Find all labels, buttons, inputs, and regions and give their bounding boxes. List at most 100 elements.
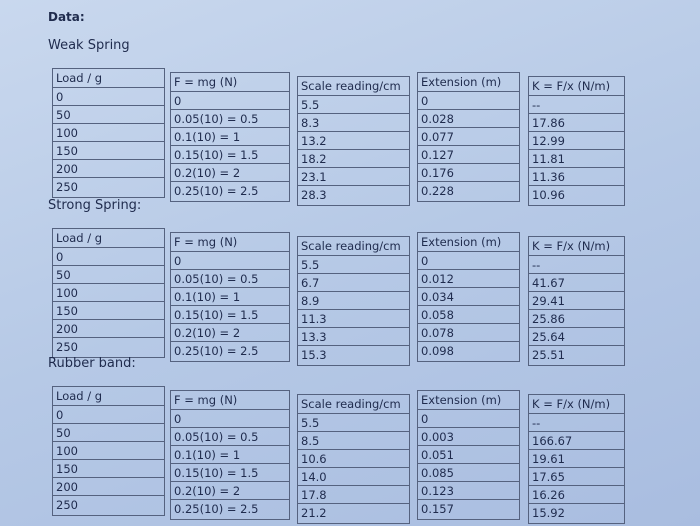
table-cell: 12.99 <box>528 132 625 150</box>
table-cell: 0.25(10) = 2.5 <box>174 502 259 516</box>
table-cell: 0 <box>52 88 165 106</box>
table-cell: 15.92 <box>532 506 565 520</box>
table-cell: 166.67 <box>528 432 625 450</box>
table-cell: 0.1(10) = 1 <box>170 288 290 306</box>
table-cell: 150 <box>52 142 165 160</box>
table-column <box>528 76 625 206</box>
column-header: F = mg (N) <box>170 72 290 92</box>
table-cell: 250 <box>56 180 78 194</box>
table-cell: 11.36 <box>528 168 625 186</box>
table-cell: 0 <box>417 410 520 428</box>
table-cell: 13.2 <box>297 132 410 150</box>
table-cell: 50 <box>52 266 165 284</box>
column-header: K = F/x (N/m) <box>528 236 625 256</box>
table-cell: 0.051 <box>417 446 520 464</box>
table-cell: 0.058 <box>417 306 520 324</box>
table-cell: 17.65 <box>528 468 625 486</box>
table-cell: 14.0 <box>297 468 410 486</box>
table-cell: 0 <box>417 92 520 110</box>
table-column <box>417 390 520 520</box>
table-cell: 0.05(10) = 0.5 <box>170 110 290 128</box>
heading: Data: <box>48 10 85 24</box>
table-column <box>170 232 290 362</box>
table-column <box>417 72 520 202</box>
table-cell: 16.26 <box>528 486 625 504</box>
table-cell: 6.7 <box>297 274 410 292</box>
table-cell: 5.5 <box>297 96 410 114</box>
table-cell: 200 <box>52 160 165 178</box>
table-cell: 0.078 <box>417 324 520 342</box>
table-cell: 17.86 <box>528 114 625 132</box>
table-cell: 5.5 <box>297 256 410 274</box>
column-header: Load / g <box>52 228 165 248</box>
table-column <box>417 232 520 362</box>
table-column <box>52 68 165 198</box>
table-column <box>52 228 165 358</box>
table-cell: 0.15(10) = 1.5 <box>170 464 290 482</box>
table-cell: 25.51 <box>532 348 565 362</box>
table-cell: 25.86 <box>528 310 625 328</box>
table-cell: -- <box>528 256 625 274</box>
column-header: Extension (m) <box>417 390 520 410</box>
column-header: Scale reading/cm <box>297 236 410 256</box>
table-cell: 0.228 <box>421 184 454 198</box>
table-cell: 8.9 <box>297 292 410 310</box>
table-cell: 5.5 <box>297 414 410 432</box>
table-cell: 8.3 <box>297 114 410 132</box>
table-cell: 0.15(10) = 1.5 <box>170 306 290 324</box>
table-cell: 0.098 <box>421 344 454 358</box>
table-cell: 0.012 <box>417 270 520 288</box>
table-cell: 100 <box>52 442 165 460</box>
table-cell: 150 <box>52 460 165 478</box>
table-cell: 28.3 <box>301 188 327 202</box>
table-cell: 18.2 <box>297 150 410 168</box>
table-cell: 0.1(10) = 1 <box>170 128 290 146</box>
table-cell: 50 <box>52 106 165 124</box>
table-column <box>297 76 410 206</box>
table-cell: 0.077 <box>417 128 520 146</box>
table-cell: 17.8 <box>297 486 410 504</box>
section-title: Weak Spring <box>48 38 130 53</box>
section-title: Strong Spring: <box>48 198 142 213</box>
column-header: Load / g <box>52 68 165 88</box>
table-cell: 0.028 <box>417 110 520 128</box>
table-cell: 50 <box>52 424 165 442</box>
table-cell: 29.41 <box>528 292 625 310</box>
table-column <box>297 394 410 524</box>
table-column <box>52 386 165 516</box>
table-cell: 0 <box>417 252 520 270</box>
table-cell: 0.003 <box>417 428 520 446</box>
table-cell: 0.127 <box>417 146 520 164</box>
column-header: Load / g <box>52 386 165 406</box>
section-title: Rubber band: <box>48 356 136 371</box>
table-cell: 0.25(10) = 2.5 <box>174 184 259 198</box>
table-cell: 25.64 <box>528 328 625 346</box>
column-header: F = mg (N) <box>170 232 290 252</box>
table-cell: 8.5 <box>297 432 410 450</box>
table-cell: 21.2 <box>301 506 327 520</box>
table-cell: -- <box>528 414 625 432</box>
table-cell: 150 <box>52 302 165 320</box>
table-cell: 0.2(10) = 2 <box>170 482 290 500</box>
table-column <box>528 236 625 366</box>
table-cell: 0.05(10) = 0.5 <box>170 428 290 446</box>
column-header: K = F/x (N/m) <box>528 76 625 96</box>
table-cell: 23.1 <box>297 168 410 186</box>
column-header: Scale reading/cm <box>297 76 410 96</box>
table-cell: 11.3 <box>297 310 410 328</box>
table-cell: 10.96 <box>532 188 565 202</box>
table-cell: 0.25(10) = 2.5 <box>174 344 259 358</box>
table-cell: 0.034 <box>417 288 520 306</box>
table-cell: 0.2(10) = 2 <box>170 324 290 342</box>
table-cell: -- <box>528 96 625 114</box>
table-cell: 250 <box>56 498 78 512</box>
table-cell: 15.3 <box>301 348 327 362</box>
table-cell: 0.085 <box>417 464 520 482</box>
table-cell: 250 <box>56 340 78 354</box>
table-cell: 11.81 <box>528 150 625 168</box>
table-cell: 100 <box>52 124 165 142</box>
table-column <box>170 72 290 202</box>
table-column <box>297 236 410 366</box>
table-cell: 41.67 <box>528 274 625 292</box>
